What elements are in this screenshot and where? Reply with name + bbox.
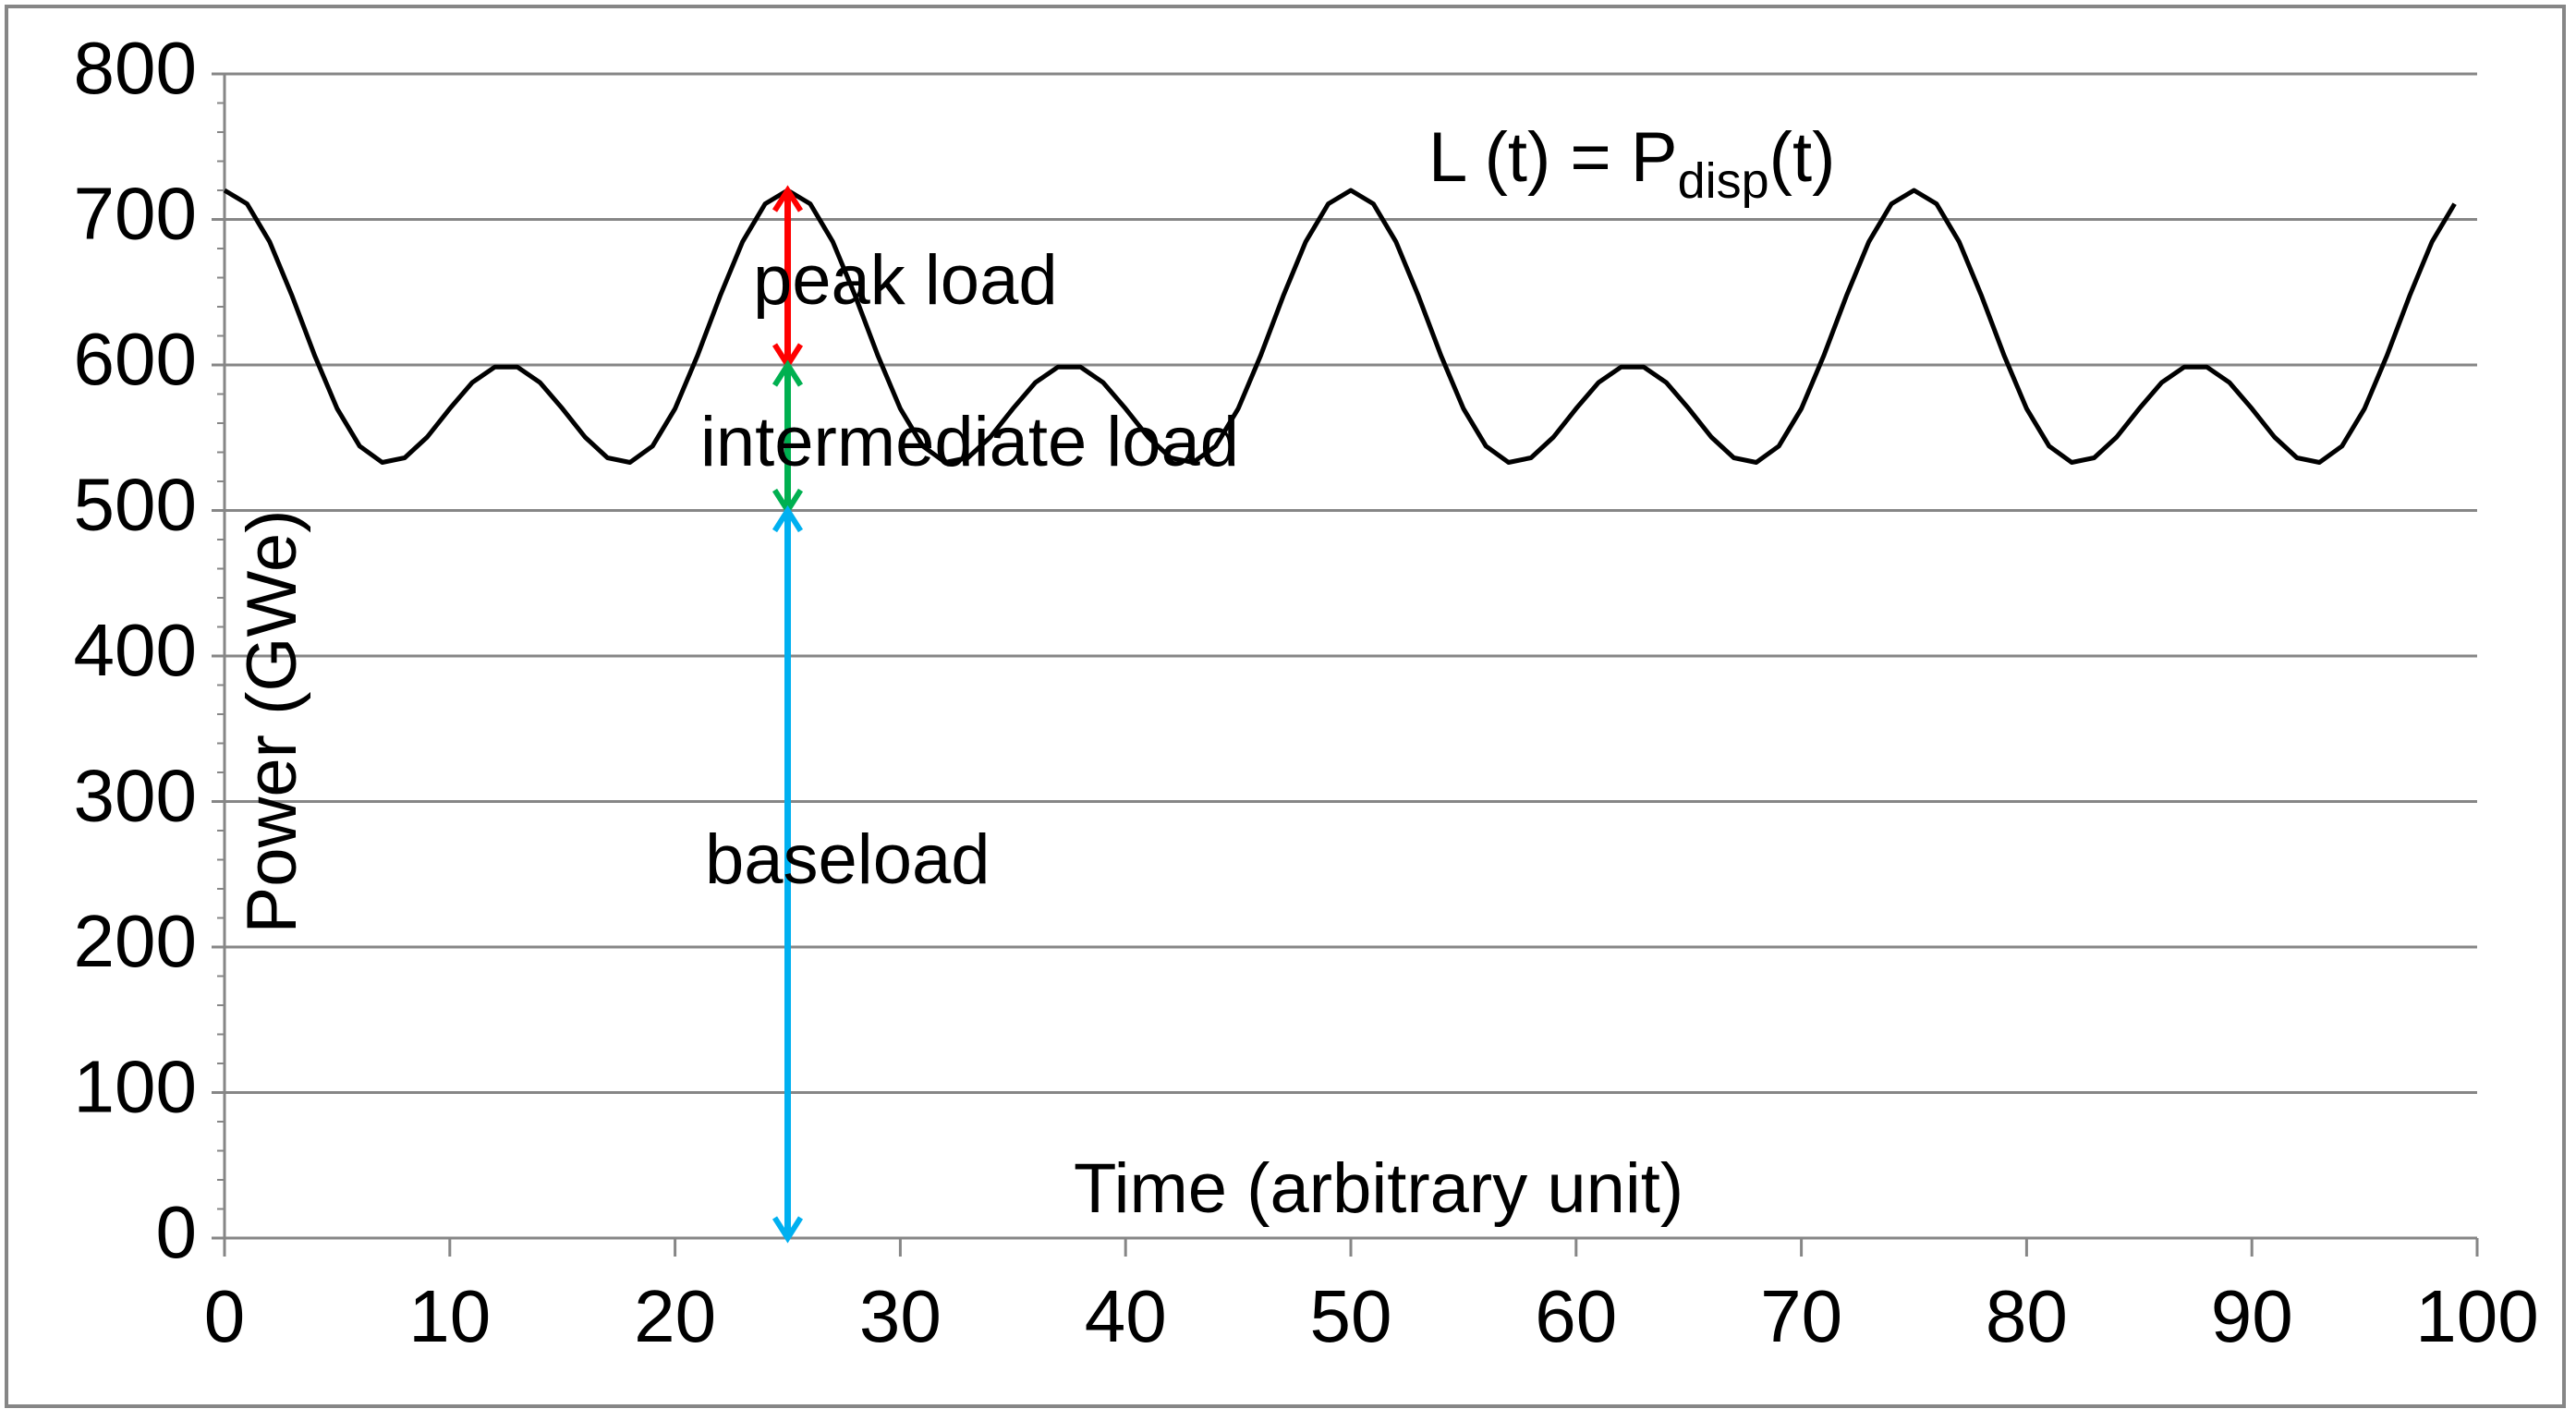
x-axis-label: Time (arbitrary unit): [1074, 1149, 1683, 1228]
y-tick-label: 700: [74, 173, 197, 255]
x-tick-label: 80: [1986, 1275, 2068, 1357]
grid: [212, 72, 2479, 1257]
x-tick-label: 90: [2211, 1275, 2293, 1357]
arrow-label: baseload: [705, 820, 990, 899]
formula-suffix: (t): [1769, 118, 1836, 197]
formula: L (t) = Pdisp(t): [1428, 118, 1835, 209]
labels: Time (arbitrary unit) Power (GWe) L (t) …: [74, 27, 2539, 1357]
x-tick-label: 60: [1535, 1275, 1617, 1357]
y-tick-label: 400: [74, 609, 197, 691]
y-tick-label: 200: [74, 900, 197, 982]
y-tick-label: 500: [74, 464, 197, 546]
data-line: [223, 188, 2457, 465]
x-tick-label: 10: [408, 1275, 491, 1357]
x-tick-label: 30: [859, 1275, 942, 1357]
x-tick-label: 40: [1085, 1275, 1167, 1357]
x-tick-label: 0: [204, 1275, 246, 1357]
y-tick-label: 100: [74, 1046, 197, 1128]
arrow-head: [772, 1216, 804, 1244]
y-axis-label: Power (GWe): [233, 510, 311, 934]
marks: [223, 185, 2457, 1244]
arrow-head: [772, 504, 804, 533]
y-tick-label: 800: [74, 27, 197, 109]
y-tick-label: 0: [156, 1191, 198, 1273]
arrow-label: intermediate load: [700, 403, 1239, 481]
x-tick-label: 100: [2415, 1275, 2538, 1357]
x-tick-label: 50: [1310, 1275, 1392, 1357]
arrow-head: [772, 185, 804, 213]
y-tick-label: 300: [74, 755, 197, 837]
x-tick-label: 20: [634, 1275, 716, 1357]
arrow-head: [772, 359, 804, 387]
x-tick-label: 70: [1760, 1275, 1842, 1357]
y-tick-label: 600: [74, 318, 197, 400]
formula-main: L (t) = P: [1428, 118, 1678, 197]
formula-subscript: disp: [1678, 153, 1769, 209]
arrow-label: peak load: [753, 241, 1058, 320]
chart-frame: [5, 5, 2566, 1408]
